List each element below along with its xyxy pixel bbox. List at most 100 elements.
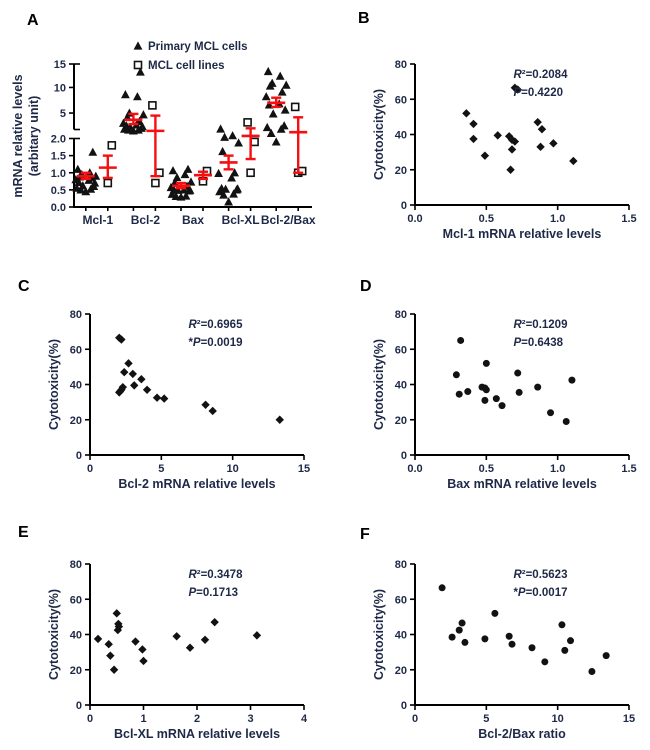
svg-text:R²=0.6965: R²=0.6965 <box>188 319 243 331</box>
svg-text:1.5: 1.5 <box>51 151 66 163</box>
svg-text:15: 15 <box>623 713 635 725</box>
svg-text:60: 60 <box>395 94 407 106</box>
svg-text:1.0: 1.0 <box>550 213 565 225</box>
svg-text:0.5: 0.5 <box>51 185 66 197</box>
svg-text:0: 0 <box>76 450 82 462</box>
panel-c: C 0 20 40 60 80 0 5 10 15 R²=0.6965 *P=0.0019 Bcl-2… <box>0 250 325 500</box>
svg-text:5: 5 <box>60 108 66 120</box>
bclxl-cytotoxicity-scatter: 0 20 40 60 80 0 1 2 3 4 R²=0.3478 P=0.1713 Bcl-XL mR… <box>47 559 308 741</box>
svg-text:5: 5 <box>158 463 164 475</box>
svg-text:Cytotoxicity(%): Cytotoxicity(%) <box>47 589 61 680</box>
svg-text:20: 20 <box>70 665 82 677</box>
svg-text:60: 60 <box>70 594 82 606</box>
svg-text:0: 0 <box>401 700 407 712</box>
svg-text:0: 0 <box>401 200 407 212</box>
mrna-levels-dot-plot: 0.0 0.5 1.0 1.5 2.0 5 10 15 Mcl-1 Bcl-2 Bax Bcl-XL B… <box>11 41 316 227</box>
bax-cytotoxicity-scatter: 0 20 40 60 80 0.0 0.5 1.0 1.5 R²=0.1209 P=0.6438 Ba… <box>372 309 637 491</box>
svg-text:Cytotoxicity(%): Cytotoxicity(%) <box>372 589 386 680</box>
svg-text:20: 20 <box>395 165 407 177</box>
svg-text:0: 0 <box>87 463 93 475</box>
svg-text:Bcl-XL mRNA relative levels: Bcl-XL mRNA relative levels <box>114 727 280 741</box>
svg-text:*P=0.0017: *P=0.0017 <box>513 587 567 599</box>
svg-text:40: 40 <box>395 630 407 642</box>
svg-text:1.0: 1.0 <box>550 463 565 475</box>
svg-text:20: 20 <box>395 415 407 427</box>
svg-text:80: 80 <box>70 309 82 321</box>
svg-text:0: 0 <box>87 713 93 725</box>
svg-text:80: 80 <box>70 559 82 571</box>
bcl2-cytotoxicity-scatter: 0 20 40 60 80 0 5 10 15 R²=0.6965 *P=0.0019 Bcl-2 m… <box>47 309 310 491</box>
svg-text:15: 15 <box>298 463 310 475</box>
svg-text:40: 40 <box>395 130 407 142</box>
svg-text:1.0: 1.0 <box>51 168 66 180</box>
svg-text:0: 0 <box>401 450 407 462</box>
svg-text:Bcl-2 mRNA relative levels: Bcl-2 mRNA relative levels <box>118 477 275 491</box>
panel-d: D 0 20 40 60 80 0.0 0.5 1.0 1.5 R²=0.1209 P=0.6438… <box>325 250 650 500</box>
panel-letter-c: C <box>18 278 30 295</box>
panel-letter-f: F <box>360 526 370 543</box>
panel-letter-d: D <box>360 278 372 295</box>
panel-letter-b: B <box>358 10 370 27</box>
svg-text:40: 40 <box>70 630 82 642</box>
svg-text:0.5: 0.5 <box>479 463 494 475</box>
panel-a: A 0.0 0.5 1.0 1.5 2.0 5 10 15 Mcl-1 Bcl-2 Bax Bcl-X… <box>0 0 325 250</box>
svg-text:Primary MCL cells: Primary MCL cells <box>148 41 248 53</box>
svg-text:20: 20 <box>395 665 407 677</box>
svg-text:Bcl-2/Bax: Bcl-2/Bax <box>261 213 316 227</box>
panel-e: E 0 20 40 60 80 0 1 2 3 4 R²=0.3478 P=0.1713 Bcl-XL … <box>0 500 325 750</box>
svg-text:2: 2 <box>194 713 200 725</box>
svg-text:(arbitary unit): (arbitary unit) <box>27 96 41 177</box>
svg-text:0.0: 0.0 <box>407 213 422 225</box>
svg-text:R²=0.1209: R²=0.1209 <box>513 319 567 331</box>
svg-text:15: 15 <box>54 59 66 71</box>
svg-text:*P=0.0019: *P=0.0019 <box>188 337 242 349</box>
svg-text:5: 5 <box>483 713 489 725</box>
svg-text:Bax: Bax <box>182 213 204 227</box>
svg-text:10: 10 <box>227 463 239 475</box>
svg-text:0.0: 0.0 <box>51 202 66 214</box>
svg-text:80: 80 <box>395 59 407 71</box>
bcl2bax-ratio-cytotoxicity-scatter: 0 20 40 60 80 0 5 10 15 R²=0.5623 *P=0.0017 Bcl-2/B… <box>372 559 635 741</box>
svg-text:40: 40 <box>70 380 82 392</box>
svg-text:60: 60 <box>395 344 407 356</box>
mcl1-cytotoxicity-scatter: 0 20 40 60 80 0.0 0.5 1.0 1.5 R²=0.2084 P=0.4220 Mc… <box>372 59 637 241</box>
svg-text:10: 10 <box>552 713 564 725</box>
svg-text:1: 1 <box>140 713 146 725</box>
svg-text:60: 60 <box>395 594 407 606</box>
svg-text:MCL cell lines: MCL cell lines <box>148 60 224 72</box>
svg-text:P=0.1713: P=0.1713 <box>188 587 238 599</box>
svg-text:3: 3 <box>247 713 253 725</box>
svg-text:Bax mRNA relative levels: Bax mRNA relative levels <box>447 477 597 491</box>
svg-text:0.0: 0.0 <box>407 463 422 475</box>
svg-text:Cytotoxicity(%): Cytotoxicity(%) <box>372 89 386 180</box>
panel-letter-a: A <box>27 12 39 29</box>
svg-text:Cytotoxicity(%): Cytotoxicity(%) <box>372 339 386 430</box>
svg-text:Mcl-1 mRNA relative levels: Mcl-1 mRNA relative levels <box>443 227 602 241</box>
svg-text:0: 0 <box>412 713 418 725</box>
panel-f: F 0 20 40 60 80 0 5 10 15 R²=0.5623 *P=0.0017 Bcl-2… <box>325 500 650 750</box>
panel-letter-e: E <box>18 524 29 541</box>
svg-text:60: 60 <box>70 344 82 356</box>
svg-text:Bcl-2: Bcl-2 <box>131 213 161 227</box>
svg-text:80: 80 <box>395 559 407 571</box>
svg-text:P=0.6438: P=0.6438 <box>513 337 563 349</box>
svg-text:40: 40 <box>395 380 407 392</box>
svg-text:Mcl-1: Mcl-1 <box>82 213 113 227</box>
svg-text:R²=0.2084: R²=0.2084 <box>513 69 568 81</box>
svg-text:20: 20 <box>70 415 82 427</box>
svg-text:P=0.4220: P=0.4220 <box>513 87 563 99</box>
svg-text:80: 80 <box>395 309 407 321</box>
svg-text:Cytotoxicity(%): Cytotoxicity(%) <box>47 339 61 430</box>
svg-text:2.0: 2.0 <box>51 134 66 146</box>
svg-text:Bcl-XL: Bcl-XL <box>222 213 260 227</box>
svg-text:4: 4 <box>301 713 308 725</box>
svg-text:1.5: 1.5 <box>621 213 636 225</box>
svg-text:mRNA relative levels: mRNA relative levels <box>11 74 25 197</box>
svg-text:1.5: 1.5 <box>621 463 636 475</box>
svg-text:10: 10 <box>54 82 66 94</box>
svg-text:R²=0.5623: R²=0.5623 <box>513 569 567 581</box>
panel-b: B 0 20 40 60 80 0.0 0.5 1.0 1.5 R²=0.2084 P=0.4220… <box>325 0 650 250</box>
svg-text:0.5: 0.5 <box>479 213 494 225</box>
svg-text:Bcl-2/Bax ratio: Bcl-2/Bax ratio <box>478 727 566 741</box>
